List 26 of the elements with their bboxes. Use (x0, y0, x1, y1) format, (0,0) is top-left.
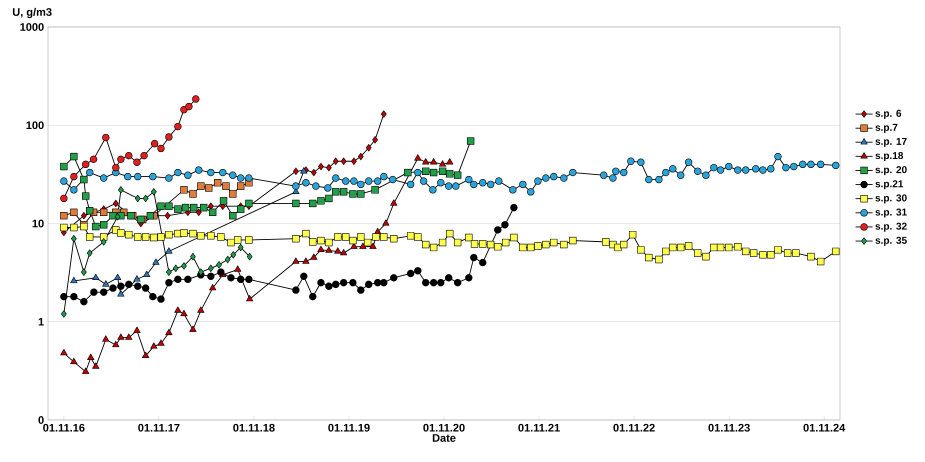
x-tick-label: 01.11.18 (233, 424, 275, 432)
x-tick-label: 01.11.22 (613, 424, 655, 432)
legend-label: s.p. 17 (875, 138, 907, 147)
x-tick-label: 01.11.19 (328, 424, 370, 432)
y-tick-label: 0 (38, 416, 44, 424)
y-tick-label: 1 (38, 318, 44, 326)
x-tick-label: 01.11.16 (43, 424, 85, 432)
x-axis-title: Date (432, 434, 456, 442)
x-tick-label: 01.11.17 (138, 424, 180, 432)
y-tick-label: 100 (26, 121, 44, 130)
legend-label: s.p.18 (875, 152, 904, 162)
legend-label: s.p. 6 (875, 110, 902, 119)
legend-label: s.p.7 (875, 124, 898, 133)
y-axis-title: U, g/m3 (12, 8, 52, 18)
legend-label: s.p. 32 (875, 222, 907, 232)
legend-label: s.p. 30 (875, 194, 907, 204)
x-tick-label: 01.11.20 (423, 424, 465, 432)
x-tick-label: 01.11.24 (803, 424, 846, 432)
y-tick-label: 10 (32, 220, 44, 228)
legend-label: s.p. 20 (875, 166, 907, 176)
x-tick-label: 01.11.23 (708, 424, 750, 432)
legend-label: s.p. 35 (875, 236, 907, 246)
y-tick-label: 1000 (20, 23, 44, 31)
legend-label: s.p. 31 (875, 208, 907, 218)
legend-label: s.p.21 (875, 180, 904, 190)
x-tick-label: 01.11.21 (518, 424, 560, 432)
